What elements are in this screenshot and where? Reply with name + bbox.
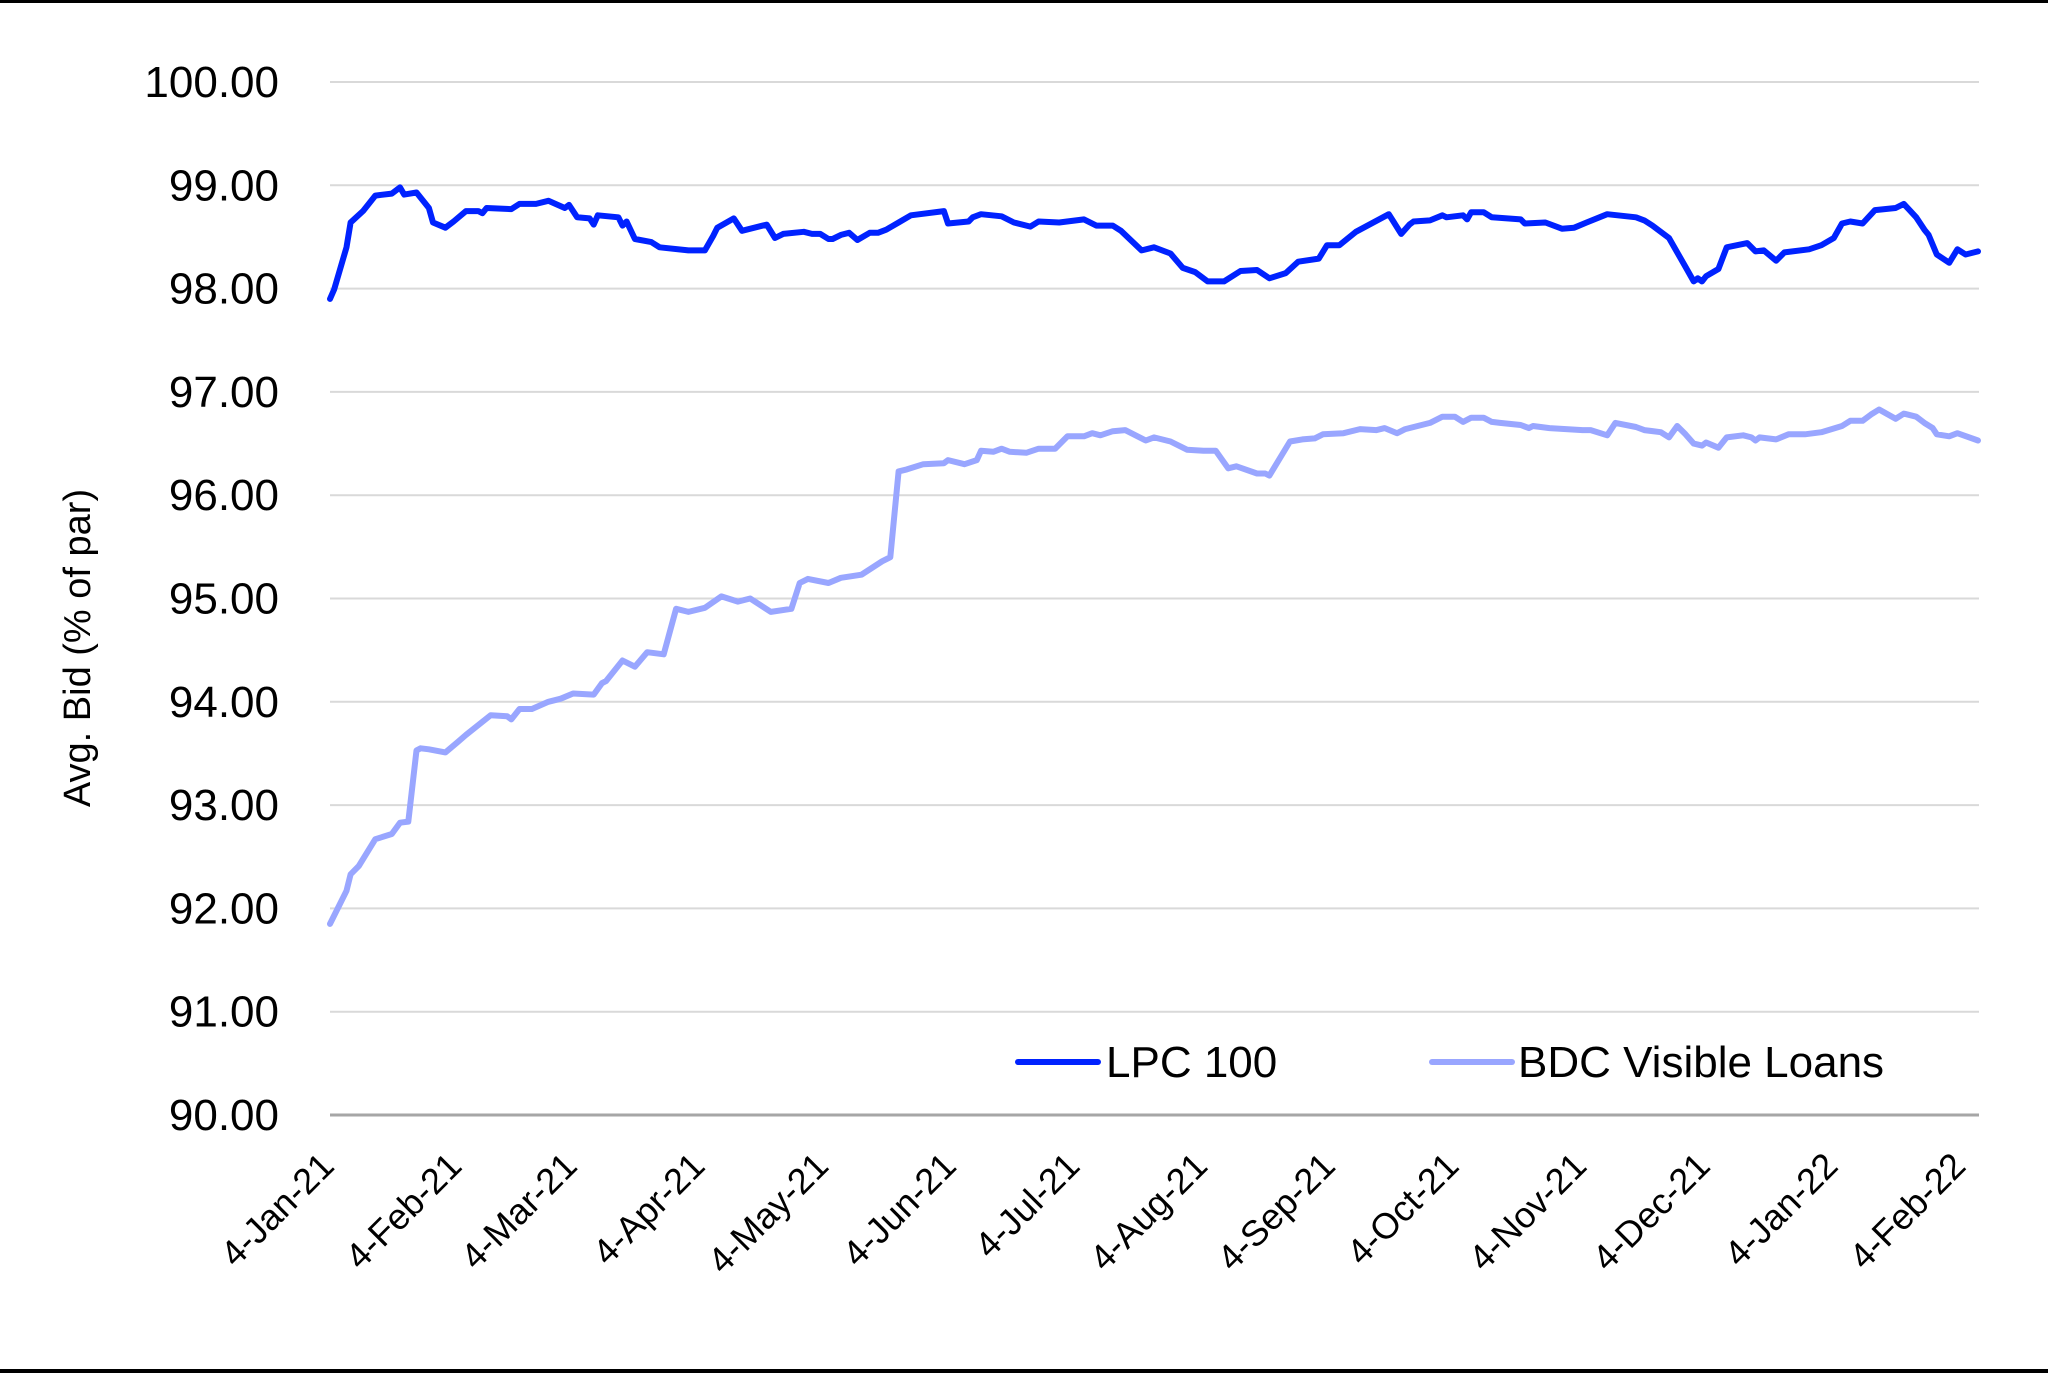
legend-item-lpc-100: LPC 100 (1015, 1038, 1277, 1087)
x-tick-label: 4-Jan-22 (1716, 1145, 1845, 1274)
x-tick-label: 4-Feb-22 (1841, 1145, 1973, 1277)
x-tick-label: 4-Nov-21 (1460, 1145, 1594, 1279)
x-tick-label: 4-Apr-21 (584, 1145, 712, 1273)
y-tick-label: 95.00 (169, 575, 279, 624)
x-tick-label: 4-May-21 (700, 1145, 837, 1282)
top-border (0, 0, 2048, 3)
x-tick-label: 4-Oct-21 (1338, 1145, 1466, 1273)
x-tick-label: 4-Dec-21 (1584, 1145, 1718, 1279)
x-tick-label: 4-Jan-21 (212, 1145, 341, 1274)
y-tick-label: 97.00 (169, 368, 279, 417)
y-axis-title: Avg. Bid (% of par) (57, 489, 99, 807)
y-tick-label: 94.00 (169, 678, 279, 727)
y-tick-label: 91.00 (169, 988, 279, 1037)
y-tick-label: 96.00 (169, 471, 279, 520)
y-tick-label: 98.00 (169, 265, 279, 314)
x-tick-label: 4-Jun-21 (834, 1145, 963, 1274)
y-axis-tick-labels: 90.00 91.00 92.00 93.00 94.00 95.00 96.00 97.00… (144, 58, 279, 1140)
bottom-border (0, 1369, 2048, 1373)
y-tick-label: 92.00 (169, 884, 279, 933)
series-lines (327, 184, 1981, 927)
x-tick-label: 4-Sep-21 (1209, 1145, 1343, 1279)
legend: LPC 100 BDC Visible Loans (1015, 1038, 1884, 1087)
legend-label-lpc-100: LPC 100 (1106, 1038, 1277, 1087)
y-tick-label: 93.00 (169, 781, 279, 830)
gridlines (330, 81, 1979, 1013)
x-tick-label: 4-Feb-21 (337, 1145, 469, 1277)
series-bdc-visible-loans-line (327, 406, 1981, 927)
x-tick-label: 4-Aug-21 (1081, 1145, 1215, 1279)
x-tick-label: 4-Jul-21 (966, 1145, 1087, 1266)
series-lpc-100-line (327, 184, 1981, 302)
x-tick-label: 4-Mar-21 (452, 1145, 584, 1277)
x-axis-tick-labels: 4-Jan-214-Feb-214-Mar-21 4-Apr-214-May-21… (212, 1145, 1973, 1282)
legend-label-bdc-visible-loans: BDC Visible Loans (1518, 1038, 1884, 1087)
y-tick-label: 100.00 (144, 58, 279, 107)
y-tick-label: 99.00 (169, 161, 279, 210)
y-tick-label: 90.00 (169, 1091, 279, 1140)
legend-item-bdc-visible-loans: BDC Visible Loans (1429, 1038, 1884, 1087)
